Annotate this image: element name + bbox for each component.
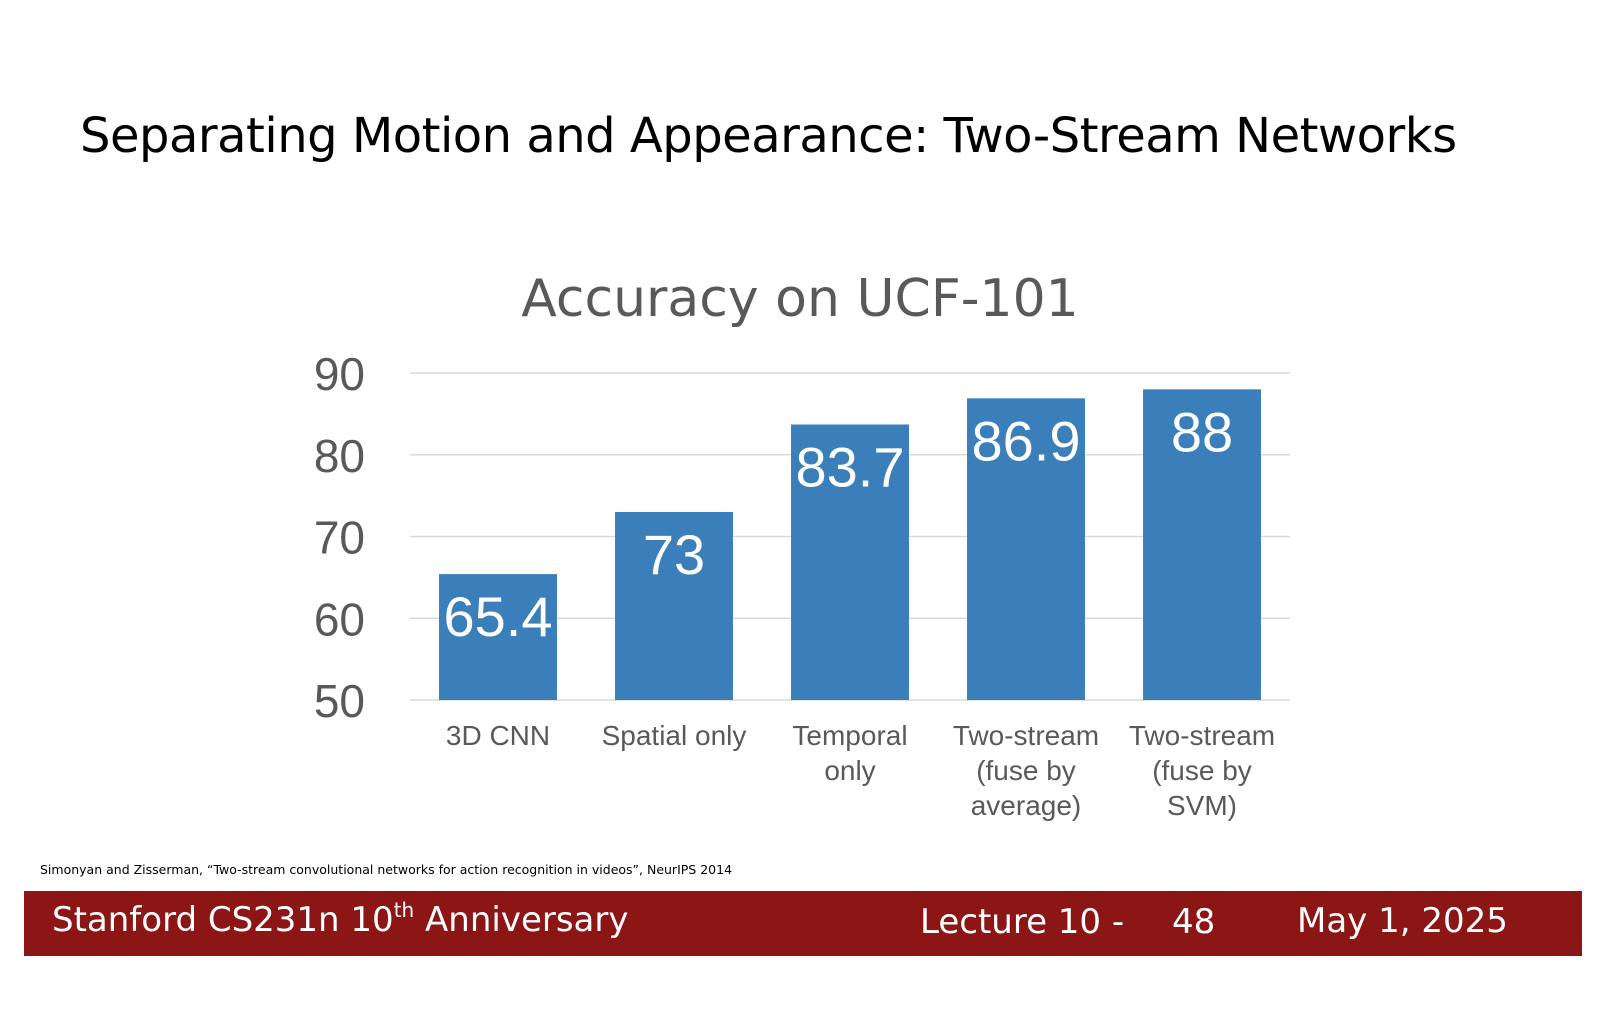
x-tick-label: Spatial only bbox=[602, 720, 747, 751]
x-tick-label-line: average) bbox=[971, 790, 1082, 821]
x-tick-label-line: Two-stream bbox=[953, 720, 1099, 751]
bar bbox=[615, 511, 733, 700]
y-tick-label: 70 bbox=[314, 512, 365, 564]
x-tick-label: 3D CNN bbox=[446, 720, 550, 751]
bar-chart: Accuracy on UCF-101 50 60 70 80 90 65.4 3D CNN 7… bbox=[314, 269, 1290, 821]
x-tick-label-line: Two-stream bbox=[1129, 720, 1275, 751]
y-tick-label: 80 bbox=[314, 430, 365, 482]
x-tick-label: Two-stream (fuse by SVM) bbox=[1129, 720, 1275, 821]
data-label: 73 bbox=[643, 523, 705, 586]
bar bbox=[1143, 389, 1261, 700]
data-label: 86.9 bbox=[972, 409, 1081, 472]
x-tick-label-line: (fuse by bbox=[1152, 755, 1252, 786]
footer-course-superscript: th bbox=[393, 898, 415, 922]
x-tick-label-line: Spatial only bbox=[602, 720, 747, 751]
bar bbox=[967, 398, 1085, 700]
data-label: 88 bbox=[1171, 400, 1233, 463]
citation: Simonyan and Zisserman, “Two-stream conv… bbox=[40, 862, 733, 877]
slide-title: Separating Motion and Appearance: Two-St… bbox=[80, 108, 1457, 164]
data-label: 83.7 bbox=[796, 436, 905, 499]
footer-date: May 1, 2025 bbox=[1297, 901, 1508, 941]
x-tick-label: Temporal only bbox=[792, 720, 907, 786]
bar bbox=[791, 424, 909, 700]
bar bbox=[439, 574, 557, 700]
footer-page-number: 48 bbox=[1172, 902, 1216, 942]
x-tick-label-line: Temporal bbox=[792, 720, 907, 751]
footer-course-name: Stanford CS231n 10th Anniversary bbox=[52, 900, 629, 940]
footer-lecture: Lecture 10 - bbox=[920, 902, 1125, 942]
footer-course-prefix: Stanford CS231n 10 bbox=[52, 900, 394, 940]
y-tick-label: 50 bbox=[314, 675, 365, 727]
footer-bar: Stanford CS231n 10th Anniversary Lecture… bbox=[24, 891, 1582, 956]
x-tick-label-line: only bbox=[824, 755, 875, 786]
x-tick-label-line: (fuse by bbox=[976, 755, 1076, 786]
data-label: 65.4 bbox=[444, 585, 553, 648]
x-tick-label-line: 3D CNN bbox=[446, 720, 550, 751]
chart-title: Accuracy on UCF-101 bbox=[521, 269, 1079, 329]
x-tick-label-line: SVM) bbox=[1167, 790, 1237, 821]
x-tick-label: Two-stream (fuse by average) bbox=[953, 720, 1099, 821]
y-tick-label: 90 bbox=[314, 348, 365, 400]
y-tick-label: 60 bbox=[314, 593, 365, 645]
footer-course-suffix: Anniversary bbox=[414, 900, 629, 940]
